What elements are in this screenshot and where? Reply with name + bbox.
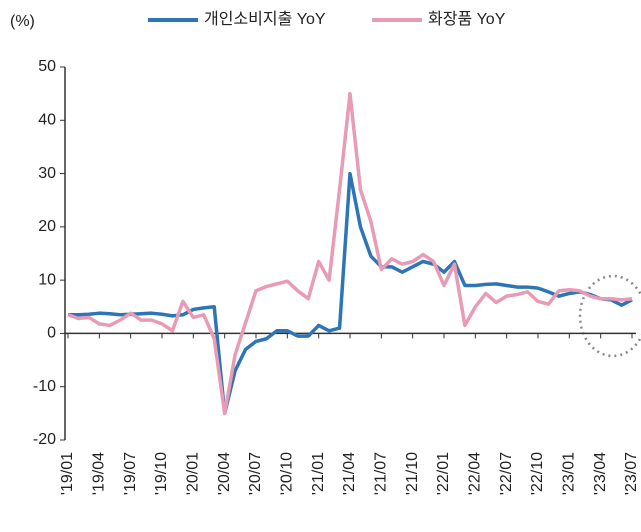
x-tick-label: '19/04 [91, 452, 108, 495]
x-tick-label: '23/07 [623, 452, 640, 495]
y-tick-label: -20 [33, 431, 56, 448]
y-tick-label: 10 [38, 271, 56, 288]
legend-label: 화장품 YoY [428, 10, 506, 28]
x-tick-label: '20/07 [247, 452, 264, 495]
x-tick-label: '22/10 [529, 452, 546, 495]
x-tick-label: '20/10 [279, 452, 296, 495]
highlight-circle [578, 274, 641, 358]
series-line [68, 171, 633, 416]
x-tick-label: '19/10 [153, 452, 170, 495]
x-tick-label: '20/01 [185, 452, 202, 495]
series-line [67, 91, 633, 416]
y-unit: (%) [10, 13, 35, 30]
legend-label: 개인소비지출 YoY [204, 10, 326, 28]
x-tick-label: '21/04 [341, 452, 358, 495]
x-tick-label: '22/07 [498, 452, 515, 495]
x-tick-label: '22/01 [435, 452, 452, 495]
x-tick-label: '22/04 [467, 452, 484, 495]
y-tick-label: -10 [33, 378, 56, 395]
y-tick-label: 40 [38, 112, 56, 129]
y-tick-label: 0 [47, 325, 56, 342]
x-tick-label: '20/04 [216, 452, 233, 495]
y-tick-label: 30 [38, 165, 56, 182]
x-tick-label: '21/10 [404, 452, 421, 495]
y-tick-label: 20 [38, 218, 56, 235]
y-tick-label: 50 [38, 58, 56, 75]
x-tick-label: '21/07 [373, 452, 390, 495]
x-tick-label: '21/01 [310, 452, 327, 495]
x-tick-label: '23/01 [561, 452, 578, 495]
x-tick-label: '19/07 [122, 452, 139, 495]
x-tick-label: '23/04 [592, 452, 609, 495]
x-tick-label: '19/01 [59, 452, 76, 495]
